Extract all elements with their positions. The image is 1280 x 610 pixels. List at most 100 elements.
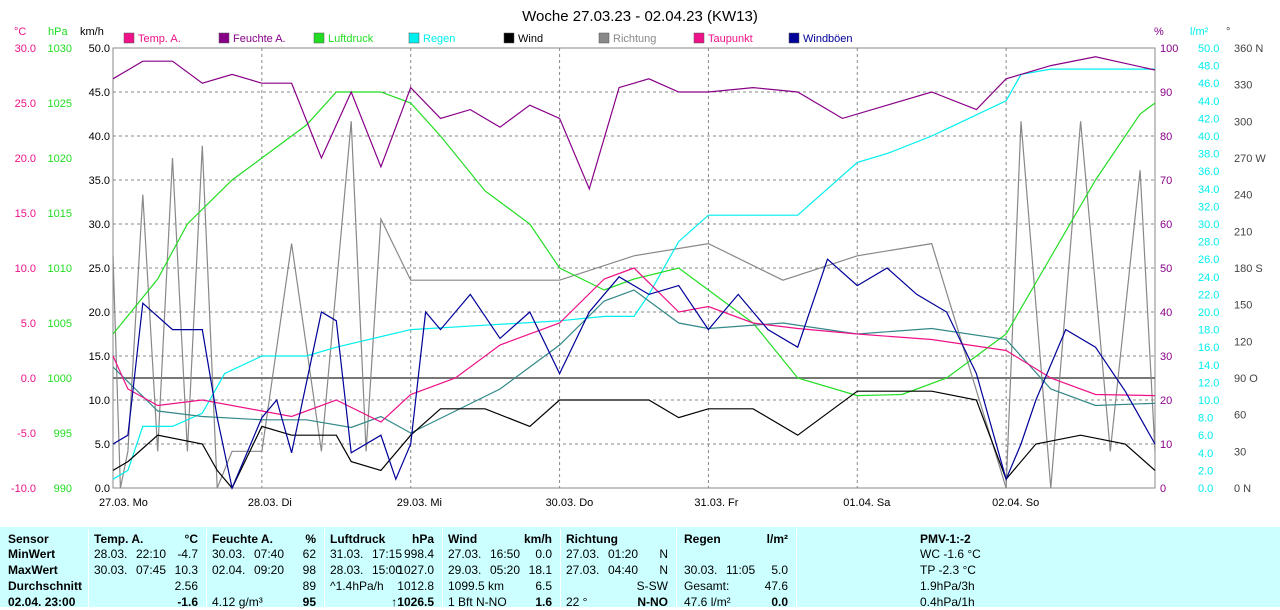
stats-header: Feuchte A. — [212, 532, 273, 546]
tick-label-press: 995 — [54, 428, 72, 440]
tick-label-wind: 10.0 — [89, 395, 110, 407]
tick-label-wind: 25.0 — [89, 263, 110, 275]
tick-label-wind: 0.0 — [95, 483, 110, 495]
tick-label-temp: 5.0 — [21, 318, 36, 330]
stats-value: ^1.4hPa/h — [330, 579, 384, 593]
tick-label-dir: 0 N — [1234, 483, 1251, 495]
day-label: 31.03. Fr — [694, 497, 738, 509]
column-separator — [442, 529, 443, 607]
tick-label-temp: 15.0 — [15, 208, 36, 220]
series-windb-en — [112, 258, 1156, 490]
stats-value: 30.03. — [94, 563, 128, 577]
stats-value: 11:05 — [726, 563, 756, 577]
stats-row-label: 02.04. 23:00 — [8, 595, 76, 609]
tick-label-rain: 46.0 — [1198, 78, 1219, 90]
chart-title: Woche 27.03.23 - 02.04.23 (KW13) — [522, 8, 758, 25]
stats-pmv: TP -2.3 °C — [920, 563, 976, 577]
stats-value: 15:00 — [372, 563, 403, 577]
unit-label-wind: km/h — [80, 26, 104, 38]
tick-label-dir: 30 — [1234, 446, 1246, 458]
stats-value: 27.03. — [448, 547, 482, 561]
stats-value: 1012.8 — [397, 579, 434, 593]
stats-value: 28.03. — [94, 547, 128, 561]
column-separator — [676, 529, 677, 607]
day-labels: 27.03. Mo 28.03. Di 29.03. Mi 30.03. Do 31.0… — [99, 497, 1039, 509]
tick-label-dir: 300 — [1234, 116, 1252, 128]
unit-label-temp: °C — [14, 26, 26, 38]
tick-label-temp: 25.0 — [15, 98, 36, 110]
stats-value: 29.03. — [448, 563, 482, 577]
stats-value: Gesamt: — [684, 579, 730, 593]
tick-label-rain: 14.0 — [1198, 360, 1219, 372]
stats-header-unit: km/h — [523, 532, 552, 546]
tick-label-rain: 24.0 — [1198, 272, 1219, 284]
tick-label-hum: 0 — [1160, 483, 1166, 495]
tick-label-temp: 30.0 — [15, 43, 36, 55]
stats-value: 62 — [302, 547, 316, 561]
tick-label-hum: 100 — [1160, 43, 1178, 55]
tick-label-press: 1000 — [48, 373, 72, 385]
stats-value: 31.03. — [330, 547, 364, 561]
legend-label: Windböen — [803, 33, 853, 45]
column-separator — [88, 529, 89, 607]
stats-value: 1099.5 km — [448, 579, 505, 593]
axis-ticks: 30.025.020.015.010.05.00.0-5.0-10.010301… — [11, 43, 1266, 495]
series-wind — [112, 390, 1156, 490]
tick-label-rain: 0.0 — [1198, 483, 1213, 495]
stats-value: 28.03. — [330, 563, 364, 577]
stats-value: 05:20 — [490, 563, 521, 577]
stats-value: 16:50 — [490, 547, 521, 561]
legend-swatch — [693, 32, 705, 44]
stats-table: Sensor Temp. A. °C Feuchte A.% Luftdruck hPa W… — [0, 527, 1280, 609]
tick-label-rain: 38.0 — [1198, 149, 1219, 161]
tick-label-rain: 40.0 — [1198, 131, 1219, 143]
legend-swatch — [218, 32, 230, 44]
stats-value: 1027.0 — [397, 563, 434, 577]
tick-label-dir: 360 N — [1234, 43, 1263, 55]
stats-value: 95 — [302, 595, 316, 609]
day-label: 29.03. Mi — [397, 497, 442, 509]
tick-label-rain: 2.0 — [1198, 465, 1213, 477]
tick-label-hum: 40 — [1160, 307, 1172, 319]
stats-value: 09:20 — [254, 563, 285, 577]
tick-label-rain: 4.0 — [1198, 448, 1213, 460]
stats-value: 0.0 — [535, 547, 552, 561]
legend-swatch — [313, 32, 325, 44]
tick-label-rain: 36.0 — [1198, 166, 1219, 178]
legend-swatch — [788, 32, 800, 44]
stats-value: -4.7 — [177, 547, 198, 561]
tick-label-hum: 50 — [1160, 263, 1172, 275]
stats-value: 07:40 — [254, 547, 285, 561]
tick-label-rain: 8.0 — [1198, 413, 1213, 425]
stats-value: 1 Bft N-NO — [448, 595, 507, 609]
tick-label-rain: 26.0 — [1198, 254, 1219, 266]
tick-label-rain: 6.0 — [1198, 430, 1213, 442]
tick-label-dir: 120 — [1234, 336, 1252, 348]
tick-label-rain: 34.0 — [1198, 184, 1219, 196]
legend-label: Richtung — [613, 33, 656, 45]
stats-header: Richtung — [566, 532, 618, 546]
stats-value: 998.4 — [403, 547, 434, 561]
tick-label-press: 1020 — [48, 153, 72, 165]
stats-value: 0.0 — [771, 595, 788, 609]
series-richtung — [112, 121, 1156, 489]
tick-label-wind: 30.0 — [89, 219, 110, 231]
stats-row-label: MaxWert — [8, 563, 58, 577]
stats-pmv: 1.9hPa/3h — [920, 579, 975, 593]
stats-value: 6.5 — [535, 579, 552, 593]
tick-label-hum: 60 — [1160, 219, 1172, 231]
stats-header: Wind — [448, 532, 478, 546]
stats-header-unit: °C — [184, 532, 198, 546]
unit-label-hum: % — [1154, 26, 1164, 38]
stats-value: 10.3 — [174, 563, 198, 577]
unit-label-dir: ° — [1226, 26, 1230, 38]
tick-label-wind: 35.0 — [89, 175, 110, 187]
day-label: 27.03. Mo — [99, 497, 148, 509]
tick-label-dir: 240 — [1234, 190, 1252, 202]
tick-label-press: 1025 — [48, 98, 72, 110]
tick-label-hum: 10 — [1160, 439, 1172, 451]
stats-row-label: Durchschnitt — [8, 579, 83, 593]
stats-value: 30.03. — [212, 547, 246, 561]
tick-label-temp: 10.0 — [15, 263, 36, 275]
stats-pmv: 0.4hPa/1h — [920, 595, 975, 609]
